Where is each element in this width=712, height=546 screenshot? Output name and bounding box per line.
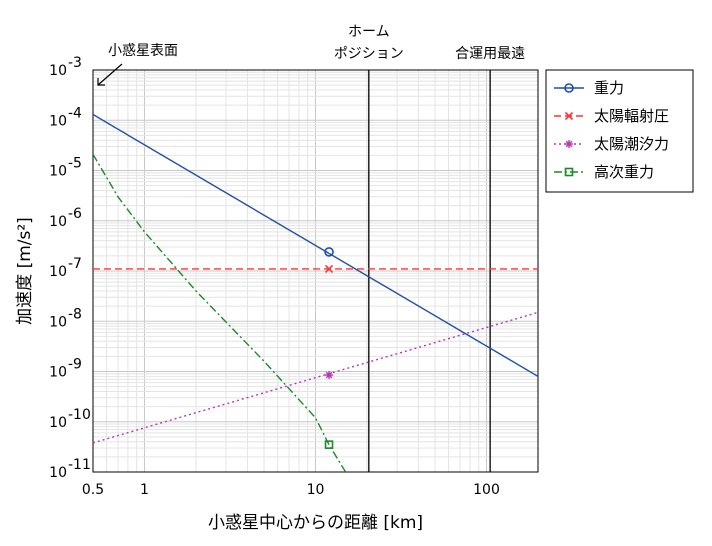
y-tick-exponent: -3 [68, 55, 82, 71]
plot-area-frame [92, 69, 539, 473]
surface-annotation-arrow [97, 63, 123, 86]
y-tick-label: 10 [49, 63, 67, 79]
surface-annotation-label: 小惑星表面 [108, 43, 178, 59]
series-marker-4 [324, 440, 334, 449]
surface-arrowhead [97, 78, 105, 86]
y-tick-label: 10 [49, 314, 67, 330]
series-marker-2 [324, 264, 334, 273]
y-tick-label: 10 [49, 113, 67, 129]
y-tick-label: 10 [49, 214, 67, 230]
y-tick-label: 10 [49, 465, 67, 481]
x-marker-stroke [564, 111, 574, 121]
legend-marker-4 [564, 167, 574, 177]
y-tick-exponent: -9 [68, 357, 82, 373]
square-marker [324, 440, 334, 449]
circle-marker [324, 247, 334, 257]
y-tick-label: 10 [49, 264, 67, 280]
x-tick-label: 10 [307, 482, 325, 498]
legend-marker-2 [564, 111, 574, 121]
vline-label-2: 合運用最遠 [455, 46, 525, 62]
vline-label-1: ポジション [334, 46, 404, 62]
circle-marker [564, 83, 574, 93]
y-tick-label: 10 [49, 164, 67, 180]
legend-entry-4: 高次重力 [594, 163, 654, 181]
y-tick-exponent: -5 [68, 156, 82, 172]
legend-entry-2: 太陽輻射圧 [594, 107, 669, 125]
x-axis-label: 小惑星中心からの距離 [km] [208, 513, 423, 533]
series-line-1 [93, 113, 538, 378]
series-layer [93, 113, 538, 472]
square-marker [564, 167, 574, 177]
y-tick-exponent: -11 [68, 457, 91, 473]
y-tick-exponent: -4 [68, 105, 82, 121]
legend-marker-3 [565, 140, 573, 148]
y-tick-exponent: -8 [68, 306, 82, 322]
series-line-4 [93, 153, 347, 472]
x-tick-label: 0.5 [82, 482, 104, 498]
star-marker-stroke [565, 140, 573, 148]
x-marker-stroke [324, 264, 334, 273]
x-tick-labels: 0.5 1 10 100 [82, 482, 500, 498]
series-marker-3 [325, 371, 334, 380]
series-line-3 [93, 311, 538, 444]
series-marker-1 [324, 247, 334, 257]
y-tick-label: 10 [49, 365, 67, 381]
legend-entry-3: 太陽潮汐力 [594, 135, 669, 153]
grid [92, 69, 539, 473]
y-tick-exponent: -10 [68, 407, 91, 423]
legend-entry-1: 重力 [594, 79, 624, 97]
legend-marker-1 [564, 83, 574, 93]
y-tick-label: 10 [49, 415, 67, 431]
y-axis-label: 加速度 [m/s²] [15, 217, 35, 325]
y-tick-exponent: -7 [68, 256, 82, 272]
x-tick-label: 100 [473, 482, 500, 498]
x-tick-label: 1 [140, 482, 149, 498]
annotations: 小惑星表面 [97, 43, 178, 86]
y-tick-exponent: -6 [68, 206, 82, 222]
vline-label-1: ホーム [348, 24, 390, 40]
star-marker-stroke [325, 371, 333, 379]
